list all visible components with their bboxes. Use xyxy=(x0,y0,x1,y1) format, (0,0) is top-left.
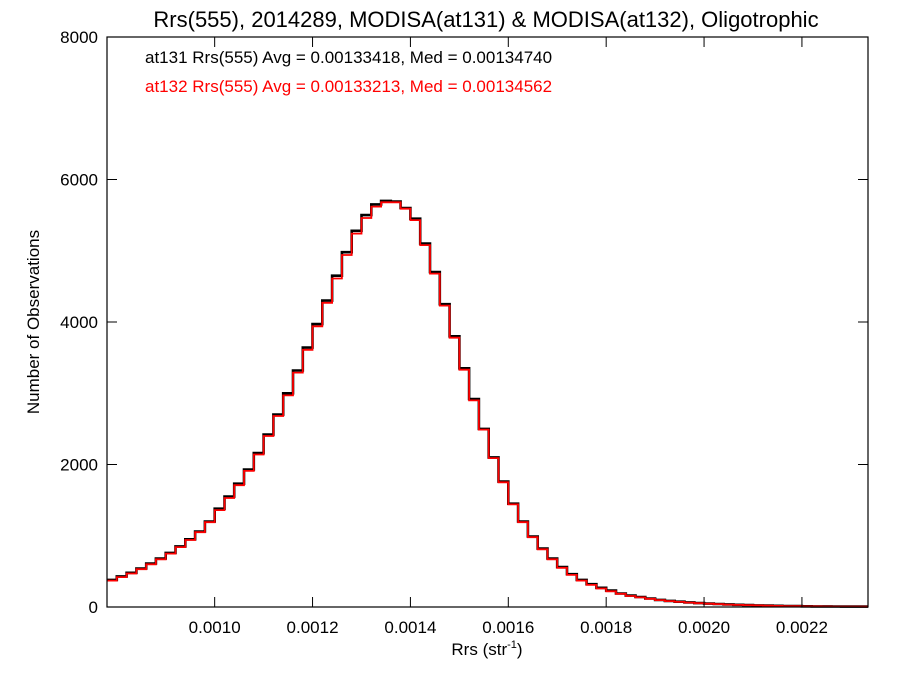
legend-entry-at132: at132 Rrs(555) Avg = 0.00133213, Med = 0… xyxy=(145,77,552,96)
x-tick-label: 0.0016 xyxy=(482,618,534,637)
plot-frame xyxy=(106,36,869,608)
series-layer xyxy=(107,199,868,608)
y-axis-label: Number of Observations xyxy=(24,230,43,414)
series-line-0 xyxy=(107,199,868,608)
chart-title: Rrs(555), 2014289, MODISA(at131) & MODIS… xyxy=(153,7,818,32)
y-tick-label: 8000 xyxy=(60,28,98,47)
x-axis-label: Rrs (str-1) xyxy=(451,639,522,659)
y-tick-label: 2000 xyxy=(60,456,98,475)
x-tick-label: 0.0020 xyxy=(678,618,730,637)
x-tick-label: 0.0012 xyxy=(287,618,339,637)
x-axis-ticks: 0.0010 0.0012 0.0014 0.0016 0.0018 0.0020 0.00… xyxy=(189,37,828,637)
y-tick-label: 4000 xyxy=(60,313,98,332)
x-tick-label: 0.0014 xyxy=(384,618,436,637)
y-tick-label: 6000 xyxy=(60,171,98,190)
x-tick-label: 0.0010 xyxy=(189,618,241,637)
y-axis-ticks: 0 2000 4000 6000 8000 xyxy=(60,28,868,617)
x-tick-label: 0.0018 xyxy=(580,618,632,637)
series-line-1 xyxy=(107,201,868,608)
y-tick-label: 0 xyxy=(89,598,98,617)
legend-entry-at131: at131 Rrs(555) Avg = 0.00133418, Med = 0… xyxy=(145,48,552,67)
x-tick-label: 0.0022 xyxy=(776,618,828,637)
